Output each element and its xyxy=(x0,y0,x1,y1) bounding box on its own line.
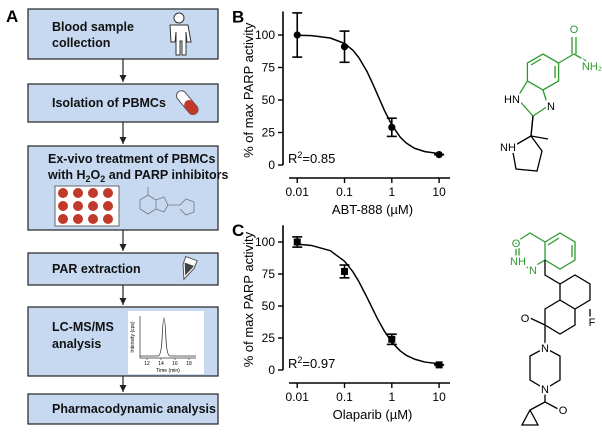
y-tick-label: 100 xyxy=(255,28,275,42)
chromatogram-axes xyxy=(139,316,196,359)
y-tick-label: 25 xyxy=(262,331,276,345)
r-squared-part: 2 xyxy=(297,355,302,365)
structure-abt888: O NH₂ HN N NH xyxy=(498,22,602,172)
step-text: PAR extraction xyxy=(52,262,141,276)
atom-label: F xyxy=(589,317,596,329)
data-point xyxy=(293,238,301,246)
r-squared-part: R xyxy=(288,356,297,371)
data-point xyxy=(388,123,396,131)
data-point xyxy=(341,267,349,275)
y-tick-label: 0 xyxy=(268,158,275,172)
fit-curve xyxy=(297,243,440,365)
y-tick-label: 0 xyxy=(268,363,275,377)
panel-label: B xyxy=(232,8,244,27)
step-text: collection xyxy=(52,36,110,50)
structure-olaparib: O NH N F O N N O xyxy=(508,232,598,426)
x-axis-title: ABT-888 (µM) xyxy=(332,202,413,217)
y-tick-label: 100 xyxy=(255,235,275,249)
x-tick-label: 10 xyxy=(432,390,446,404)
y-axis-title: % of max PARP activity xyxy=(241,231,256,367)
y-tick-label: 75 xyxy=(262,267,276,281)
step-text: with H2O2 and PARP inhibitors xyxy=(47,168,228,184)
atom-label: O xyxy=(559,405,568,417)
atom-label: HN xyxy=(504,94,520,106)
step-text: LC-MS/MS xyxy=(52,320,114,334)
chromatogram-ylabel: Intensity (cps) xyxy=(130,321,136,352)
step-text: Isolation of PBMCs xyxy=(52,96,166,110)
atom-label: NH xyxy=(510,256,526,268)
step-text: Pharmacodynamic analysis xyxy=(52,402,216,416)
chromatogram-tick-label: 18 xyxy=(186,361,192,367)
panel-label: C xyxy=(232,221,244,240)
step-box xyxy=(27,393,219,425)
person-icon xyxy=(169,12,192,56)
data-point xyxy=(435,361,443,369)
atom-label: N xyxy=(541,343,549,355)
chromatogram-peak xyxy=(140,317,196,357)
step-text: analysis xyxy=(52,337,101,351)
r-squared: R2=0.85 xyxy=(288,150,335,166)
atom-label: NH₂ xyxy=(582,61,602,73)
y-tick-label: 25 xyxy=(262,126,276,140)
molecule-icon xyxy=(139,187,195,216)
y-tick-label: 50 xyxy=(262,299,276,313)
atom-label: N xyxy=(529,265,537,277)
x-tick-label: 1 xyxy=(388,185,395,199)
step-text: Ex-vivo treatment of PBMCs xyxy=(48,152,215,166)
atom-label: O xyxy=(512,238,521,250)
x-tick-label: 0.1 xyxy=(336,185,353,199)
well-plate xyxy=(54,185,120,227)
tube-icon xyxy=(175,90,199,116)
atom-label: NH xyxy=(500,142,516,154)
r-squared-part: =0.97 xyxy=(302,356,335,371)
chromatogram-xlabel: Time (min) xyxy=(156,368,180,374)
chromatogram-tick-label: 14 xyxy=(158,361,164,367)
data-point xyxy=(340,43,349,51)
r-squared-part: =0.85 xyxy=(302,151,335,166)
atom-label: O xyxy=(570,24,579,36)
y-tick-label: 50 xyxy=(262,93,276,107)
x-tick-label: 0.1 xyxy=(336,390,353,404)
x-axis-title: Olaparib (µM) xyxy=(333,407,413,422)
r-squared-part: 2 xyxy=(297,150,302,160)
x-tick-label: 10 xyxy=(432,185,446,199)
chromatogram: Intensity (cps) Time (min) 12 14 16 18 xyxy=(128,311,204,374)
y-axis-title: % of max PARP activity xyxy=(241,22,256,158)
atom-label: N xyxy=(541,384,549,396)
data-point xyxy=(293,31,301,39)
chromatogram-tick-label: 16 xyxy=(172,361,178,367)
step-text: Blood sample xyxy=(52,20,134,34)
panel-label: A xyxy=(6,7,18,26)
x-tick-label: 1 xyxy=(388,390,395,404)
data-point xyxy=(435,151,443,159)
extraction-tube-icon xyxy=(182,255,198,281)
x-tick-label: 0.01 xyxy=(286,185,310,199)
x-tick-label: 0.01 xyxy=(286,390,310,404)
y-tick-label: 75 xyxy=(262,61,276,75)
chromatogram-tick-label: 12 xyxy=(144,361,150,367)
data-point xyxy=(388,335,396,343)
atom-label: O xyxy=(521,313,530,325)
r-squared-part: R xyxy=(288,151,297,166)
atom-label: N xyxy=(547,101,555,113)
r-squared: R2=0.97 xyxy=(288,355,335,371)
fit-curve xyxy=(297,34,440,155)
